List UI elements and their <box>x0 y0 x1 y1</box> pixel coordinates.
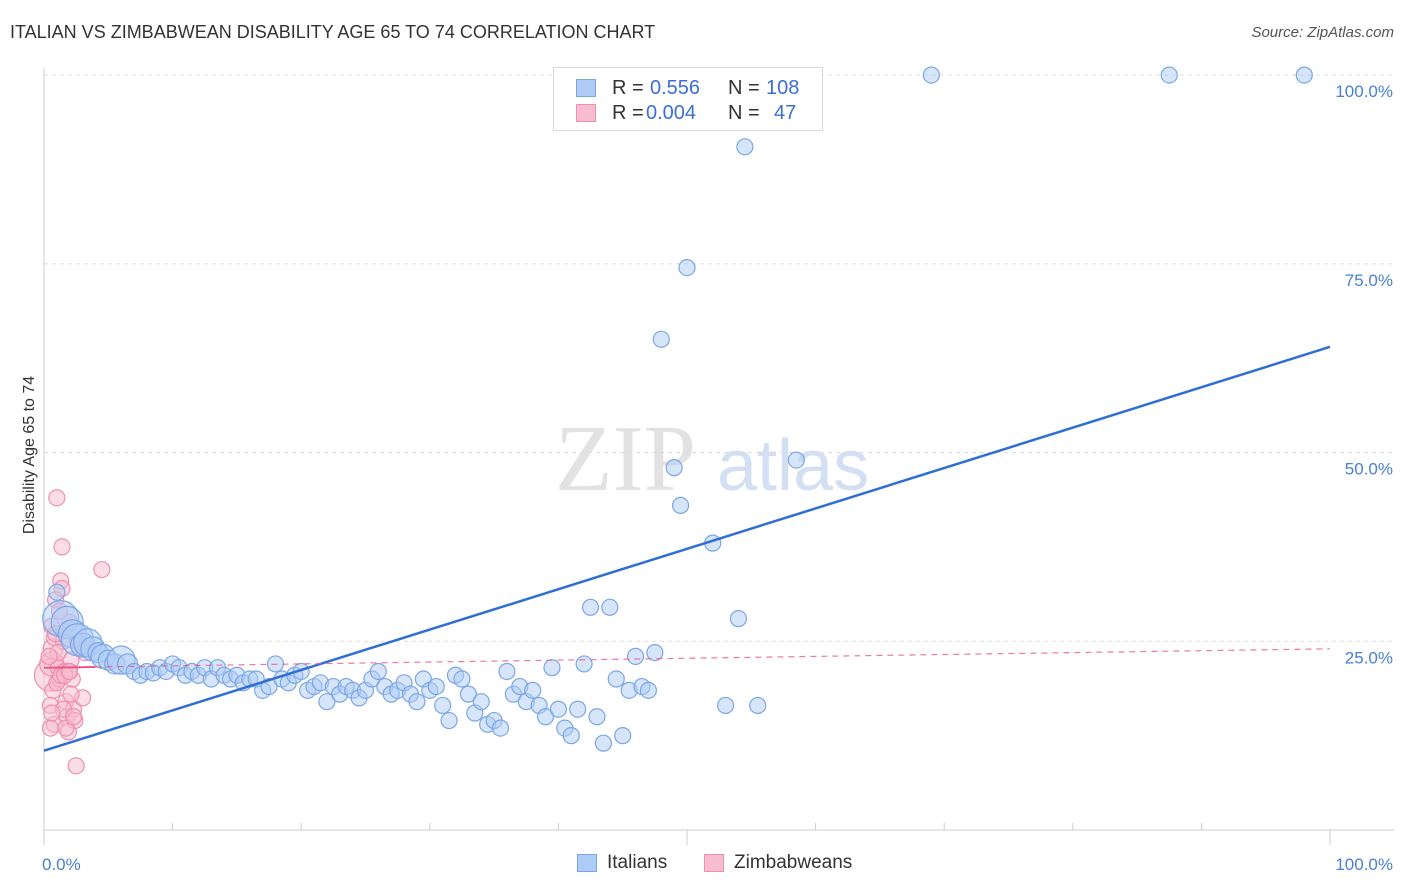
italian-point <box>1160 66 1178 84</box>
zimbabwean-point <box>41 719 60 737</box>
chart-title: ITALIAN VS ZIMBABWEAN DISABILITY AGE 65 … <box>10 22 656 42</box>
zimbabweans-trendline-solid <box>43 665 96 669</box>
zimbabweans-swatch <box>576 104 596 122</box>
italian-point <box>626 647 645 665</box>
n-label: N = <box>728 77 760 99</box>
italian-point <box>498 662 516 681</box>
italian-point <box>459 685 477 703</box>
zimbabwean-point <box>61 662 79 681</box>
y-tick-label: 50.0% <box>1345 460 1393 479</box>
italian-point <box>536 708 555 726</box>
italian-point <box>614 727 632 745</box>
n-value: 108 <box>766 77 800 99</box>
italian-point <box>453 670 471 688</box>
italian-point <box>427 677 445 696</box>
italian-point <box>646 643 664 662</box>
italian-point <box>562 727 580 745</box>
italian-point <box>729 610 748 628</box>
italian-point <box>408 693 426 711</box>
r-value: 0.556 <box>650 77 701 99</box>
italian-point <box>524 681 542 699</box>
italian-point <box>575 655 593 673</box>
zimbabwean-point <box>48 489 66 507</box>
y-tick-label: 75.0% <box>1345 271 1393 290</box>
watermark-zip: ZIP <box>555 407 696 511</box>
zimbabwean-point <box>64 708 83 726</box>
trendlines <box>43 345 1331 752</box>
zimbabwean-point <box>53 538 71 556</box>
watermark: ZIP atlas <box>555 407 869 511</box>
italian-point <box>588 708 606 726</box>
y-tick-label: 25.0% <box>1345 648 1393 667</box>
italian-point <box>491 719 510 737</box>
italian-point <box>678 258 696 277</box>
italians-swatch <box>576 79 596 97</box>
r-label: R = <box>612 77 644 99</box>
zimbabweans-legend-label: Zimbabweans <box>734 852 853 873</box>
zimbabwean-point <box>93 560 111 579</box>
italians-points <box>42 66 1313 752</box>
tick-labels: 25.0% 50.0% 75.0% 100.0% 0.0% 100.0% <box>42 82 1393 874</box>
gridlines <box>44 74 1394 642</box>
italian-point <box>671 496 690 514</box>
italian-point <box>569 700 587 718</box>
zimbabweans-trendline-dashed <box>95 648 1331 668</box>
italians-trendline <box>43 345 1331 752</box>
italian-point <box>318 693 336 711</box>
stats-legend: R = 0.556 N = 108 R = 0.004 N = 47 <box>553 67 823 131</box>
italians-legend-swatch <box>577 854 597 872</box>
r-value: 0.004 <box>646 102 697 124</box>
italian-point <box>922 66 940 84</box>
italian-point <box>736 138 754 156</box>
r-label: R = <box>612 102 644 124</box>
zimbabwean-point <box>67 757 85 775</box>
italian-point <box>472 693 490 711</box>
italian-point <box>48 583 66 601</box>
y-tick-label: 100.0% <box>1335 82 1393 101</box>
x-tick-label: 100.0% <box>1335 855 1393 874</box>
zimbabwean-point <box>62 685 80 703</box>
n-value: 47 <box>774 102 797 124</box>
italian-point <box>440 711 458 730</box>
italian-point <box>1295 66 1313 84</box>
zimbabweans-legend-swatch <box>704 854 724 872</box>
italian-point <box>581 598 600 616</box>
italian-point <box>716 696 735 715</box>
source-credit: Source: ZipAtlas.com <box>1251 24 1394 41</box>
italian-point <box>787 451 805 469</box>
x-tick-label: 0.0% <box>42 855 81 874</box>
italian-point <box>639 681 658 699</box>
italian-point <box>543 659 561 677</box>
italian-point <box>607 670 625 688</box>
italian-point <box>549 700 568 718</box>
zimbabwean-point <box>40 647 58 665</box>
italian-point <box>652 330 670 348</box>
italian-point <box>369 662 387 681</box>
y-axis-label: Disability Age 65 to 74 <box>21 376 38 534</box>
italians-legend-label: Italians <box>607 852 668 873</box>
italian-point <box>601 598 619 616</box>
italian-point <box>594 734 613 752</box>
zimbabwean-point <box>43 704 61 722</box>
n-label: N = <box>728 102 760 124</box>
italian-point <box>434 696 452 715</box>
italian-point <box>749 696 767 715</box>
italian-point <box>665 459 683 477</box>
